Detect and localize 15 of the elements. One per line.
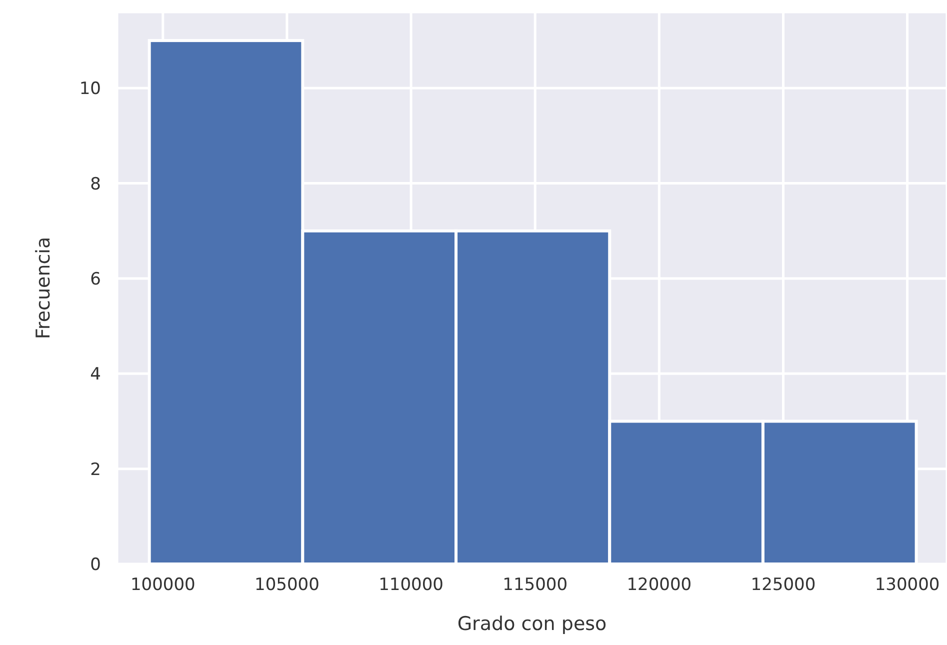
x-tick-label: 100000	[130, 575, 196, 596]
y-axis-title: Frecuencia	[32, 236, 55, 340]
x-tick-label: 110000	[378, 575, 444, 596]
x-tick-label: 105000	[254, 575, 320, 596]
y-tick-label: 10	[79, 79, 101, 100]
y-tick-label: 4	[90, 364, 101, 385]
y-tick-label: 8	[90, 174, 101, 194]
x-tick-label: 125000	[750, 575, 816, 596]
x-tick-label: 130000	[874, 575, 940, 596]
y-tick-label: 0	[90, 555, 101, 576]
y-tick-label: 6	[90, 270, 101, 290]
x-tick-label: 115000	[502, 575, 568, 596]
x-tick-label: 120000	[626, 575, 692, 596]
x-axis-title: Grado con peso	[457, 613, 607, 635]
y-tick-label: 2	[90, 460, 101, 480]
